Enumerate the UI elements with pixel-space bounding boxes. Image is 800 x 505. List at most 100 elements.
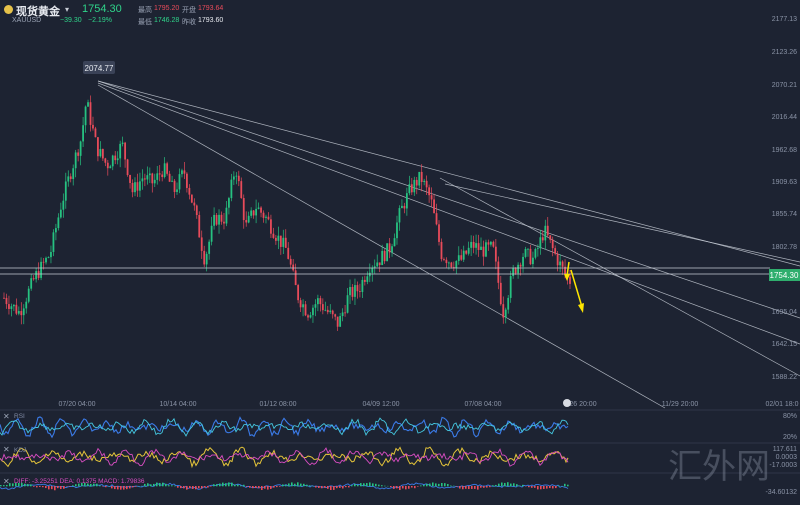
macd-bar [153,484,155,486]
macd-bar [225,483,227,486]
candle-body [478,243,480,250]
macd-bar [39,486,41,487]
candle-body [132,183,134,192]
close-panel-icon[interactable]: ✕ [3,412,10,421]
candle-body [139,181,141,190]
high-label: 最高 [138,5,152,15]
candle-body [421,172,423,182]
replay-dot-icon [563,399,571,407]
macd-bar [339,486,341,488]
candle-body [218,215,220,225]
candle-body [381,251,383,265]
macd-bar [423,485,425,486]
candle-body [92,125,94,129]
macd-bar [0,485,2,486]
candle-body [282,238,284,247]
price-change-pct: −2.19% [88,17,112,24]
macd-bar [111,486,113,488]
trendline [98,81,800,266]
candle-body [324,310,326,311]
macd-bar [396,486,398,488]
low-value: 1746.28 [154,17,179,24]
macd-bar [513,483,515,486]
macd-bar [276,486,278,487]
macd-bar [114,486,116,489]
macd-bar [63,486,65,489]
macd-bar [180,486,182,488]
candle-body [85,107,87,126]
candle-body [253,211,255,216]
candle-body [184,170,186,173]
candle-body [497,262,499,283]
trendlines[interactable] [98,81,800,408]
candle-body [114,156,116,161]
macd-bar [489,486,491,487]
candle-body [213,215,215,226]
macd-bar [546,486,548,489]
close-panel-icon[interactable]: ✕ [3,477,10,486]
candle-body [411,184,413,192]
candle-body [33,278,35,279]
candle-body [485,242,487,256]
candle-body [268,217,270,220]
price-change: −39.30 [60,17,82,24]
candle-body [522,257,524,267]
macd-bar [60,486,62,489]
candle-body [319,298,321,304]
candle-body [149,173,151,175]
macd-bar [237,485,239,487]
candle-body [221,215,223,222]
symbol-dropdown-icon[interactable]: ▾ [65,5,69,14]
candle-body [342,312,344,316]
macd-bar [300,484,302,487]
candle-body [537,248,539,249]
macd-bar [291,482,293,486]
candle-body [55,228,57,232]
candle-body [433,199,435,213]
candle-body [495,247,497,262]
candle-body [154,180,156,183]
macd-bar [105,486,107,487]
candle-body [530,249,532,264]
macd-bar [159,483,161,486]
candle-body [347,295,349,313]
candle-body [62,201,64,210]
macd-bar [414,486,416,488]
candle-body [547,226,549,236]
last-price: 1754.30 [82,3,122,15]
macd-bar [201,486,203,488]
time-tick-label: /26 20:00 [567,401,596,408]
macd-bar [477,486,479,490]
symbol-code: XAUUSD [12,17,41,24]
candle-body [127,159,129,175]
candle-body [265,217,267,218]
macd-bar [531,486,533,488]
candle-body [40,262,42,278]
candle-body [146,175,148,179]
candle-body [287,248,289,259]
candle-body [399,208,401,222]
macd-bar [315,486,317,487]
macd-bar [213,484,215,486]
watermark: 汇外网 [668,448,770,486]
candle-body [164,163,166,177]
macd-bar [405,486,407,489]
price-tick-label: 1588.22 [772,374,797,381]
macd-bar [177,486,179,488]
candle-body [203,251,205,265]
macd-bar [411,486,413,488]
macd-bar [390,486,392,487]
price-tick-label: 1855.74 [772,211,797,218]
candle-body [455,261,457,268]
candle-body [544,226,546,241]
close-panel-icon[interactable]: ✕ [3,445,10,454]
candle-body [18,311,20,314]
macd-bar [333,486,335,490]
candle-body [401,206,403,208]
macd-bar [33,486,35,487]
macd-bar [453,486,455,487]
macd-bar [219,484,221,487]
macd-bar [195,486,197,489]
